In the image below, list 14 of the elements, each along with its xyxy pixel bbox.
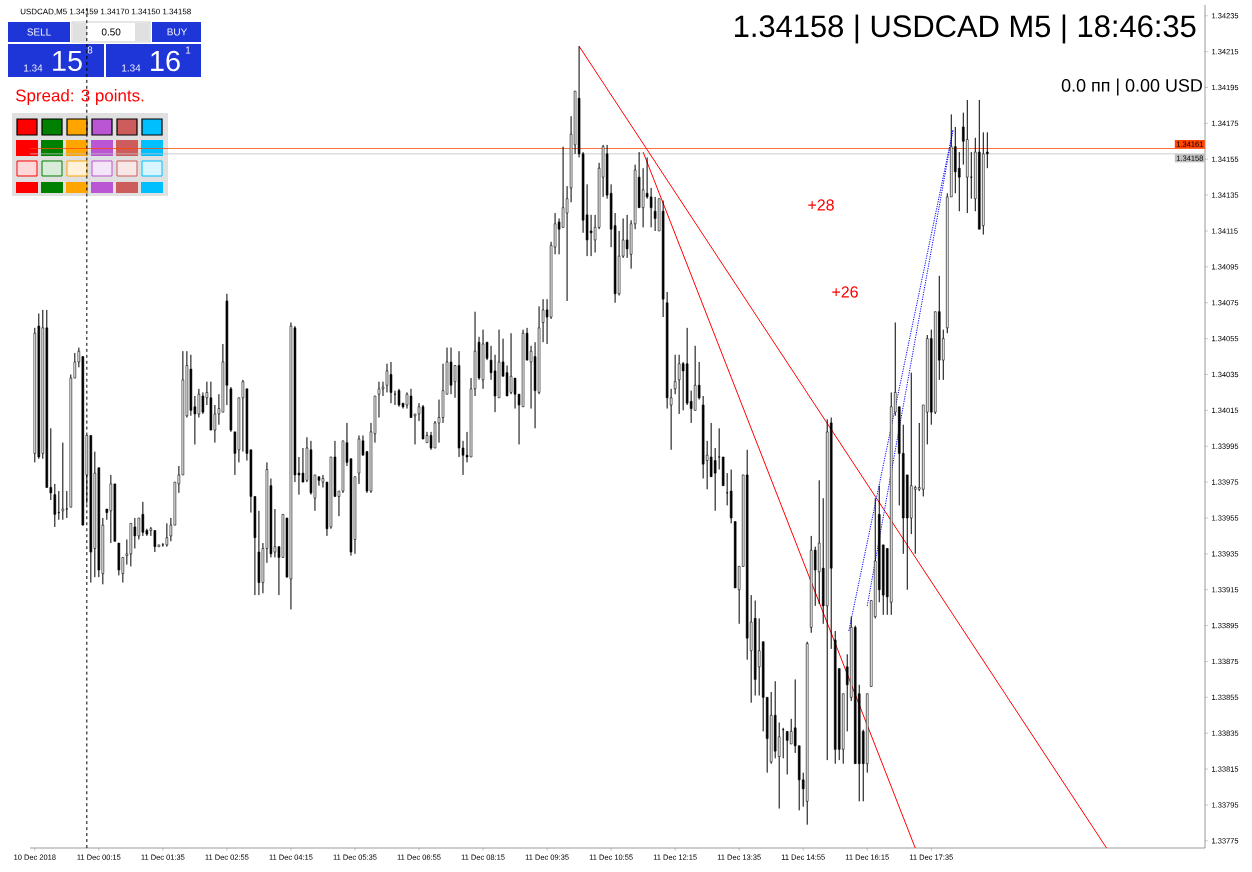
annotation: +26	[832, 286, 858, 298]
annotation: 1.34	[24, 64, 43, 72]
annotation: 1.34	[122, 64, 141, 72]
chart-title: 1.34158 | USDCAD M5 | 18:46:35	[735, 14, 1196, 44]
annotation: BUY	[167, 28, 188, 36]
annotation: 1	[186, 46, 191, 54]
annotation: +28	[808, 199, 834, 211]
annotation: 16	[151, 50, 180, 72]
annotation: 0.0 пп | 0.00 USD	[1061, 78, 1202, 96]
annotation: Spread: 3 points.	[15, 89, 144, 105]
annotation: 0.50	[101, 28, 121, 36]
annotation: 8	[87, 46, 93, 54]
annotation: 15	[53, 50, 82, 72]
annotation: SELL	[27, 28, 51, 36]
